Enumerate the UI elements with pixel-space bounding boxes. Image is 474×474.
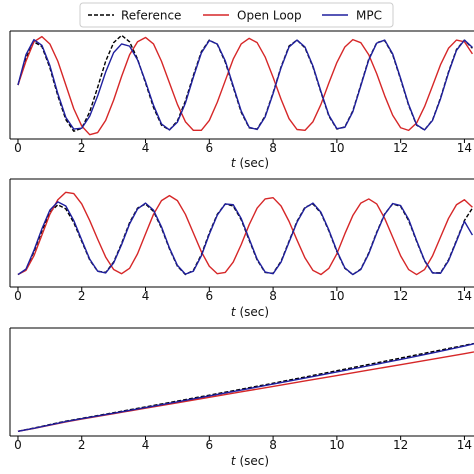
x-tick-label: 14 <box>457 289 472 303</box>
series-line-mpc <box>17 38 473 131</box>
x-tick-label: 2 <box>78 438 86 452</box>
x-axis-label: t (sec) <box>231 156 269 170</box>
legend-label-mpc: MPC <box>356 9 382 23</box>
series-line-open-loop <box>17 351 474 432</box>
legend-frame <box>79 2 394 28</box>
x-tick-label: 4 <box>142 141 150 155</box>
x-tick-label: 8 <box>269 289 277 303</box>
x-tick-label: 2 <box>78 289 86 303</box>
x-tick-label: 14 <box>457 141 472 155</box>
x-tick-label: 0 <box>14 141 22 155</box>
x-tick-label: 12 <box>393 438 408 452</box>
x-tick-label: 10 <box>329 289 344 303</box>
x-tick-label: 0 <box>14 289 22 303</box>
legend-label-reference: Reference <box>121 9 181 23</box>
series-line-reference <box>17 34 473 132</box>
x-tick-label: 14 <box>457 438 472 452</box>
legend-label-open-loop: Open Loop <box>237 9 302 23</box>
x-tick-label: 10 <box>329 438 344 452</box>
x-tick-label: 4 <box>142 438 150 452</box>
x-tick-label: 6 <box>205 141 213 155</box>
series-line-open-loop <box>17 191 473 276</box>
x-axis-label: t (sec) <box>231 305 269 319</box>
series-line-reference <box>17 342 474 432</box>
legend: Reference Open Loop MPC <box>79 2 394 28</box>
panel-2: 0 2 4 6 8 10 12 14 t (sec) <box>9 178 474 319</box>
x-tick-label: 12 <box>393 289 408 303</box>
x-tick-label: 12 <box>393 141 408 155</box>
x-axis-label: t (sec) <box>231 454 269 468</box>
series-line-mpc <box>17 343 474 432</box>
panel-1: 0 2 4 6 8 10 12 14 t (sec) <box>9 30 474 170</box>
x-tick-label: 6 <box>205 289 213 303</box>
x-tick-label: 10 <box>329 141 344 155</box>
series-line-mpc <box>17 201 474 276</box>
x-tick-label: 2 <box>78 141 86 155</box>
series-line-open-loop <box>17 35 473 136</box>
x-tick-label: 0 <box>14 438 22 452</box>
x-tick-label: 4 <box>142 289 150 303</box>
panel-3: 0 2 4 6 8 10 12 14 t (sec) <box>9 327 474 468</box>
x-tick-label: 8 <box>269 141 277 155</box>
x-tick-label: 8 <box>269 438 277 452</box>
panels: 0 2 4 6 8 10 12 14 t (sec) 0 2 4 6 8 10 12 14 t (sec) 0 2 4 6… <box>9 30 474 468</box>
x-tick-label: 6 <box>205 438 213 452</box>
